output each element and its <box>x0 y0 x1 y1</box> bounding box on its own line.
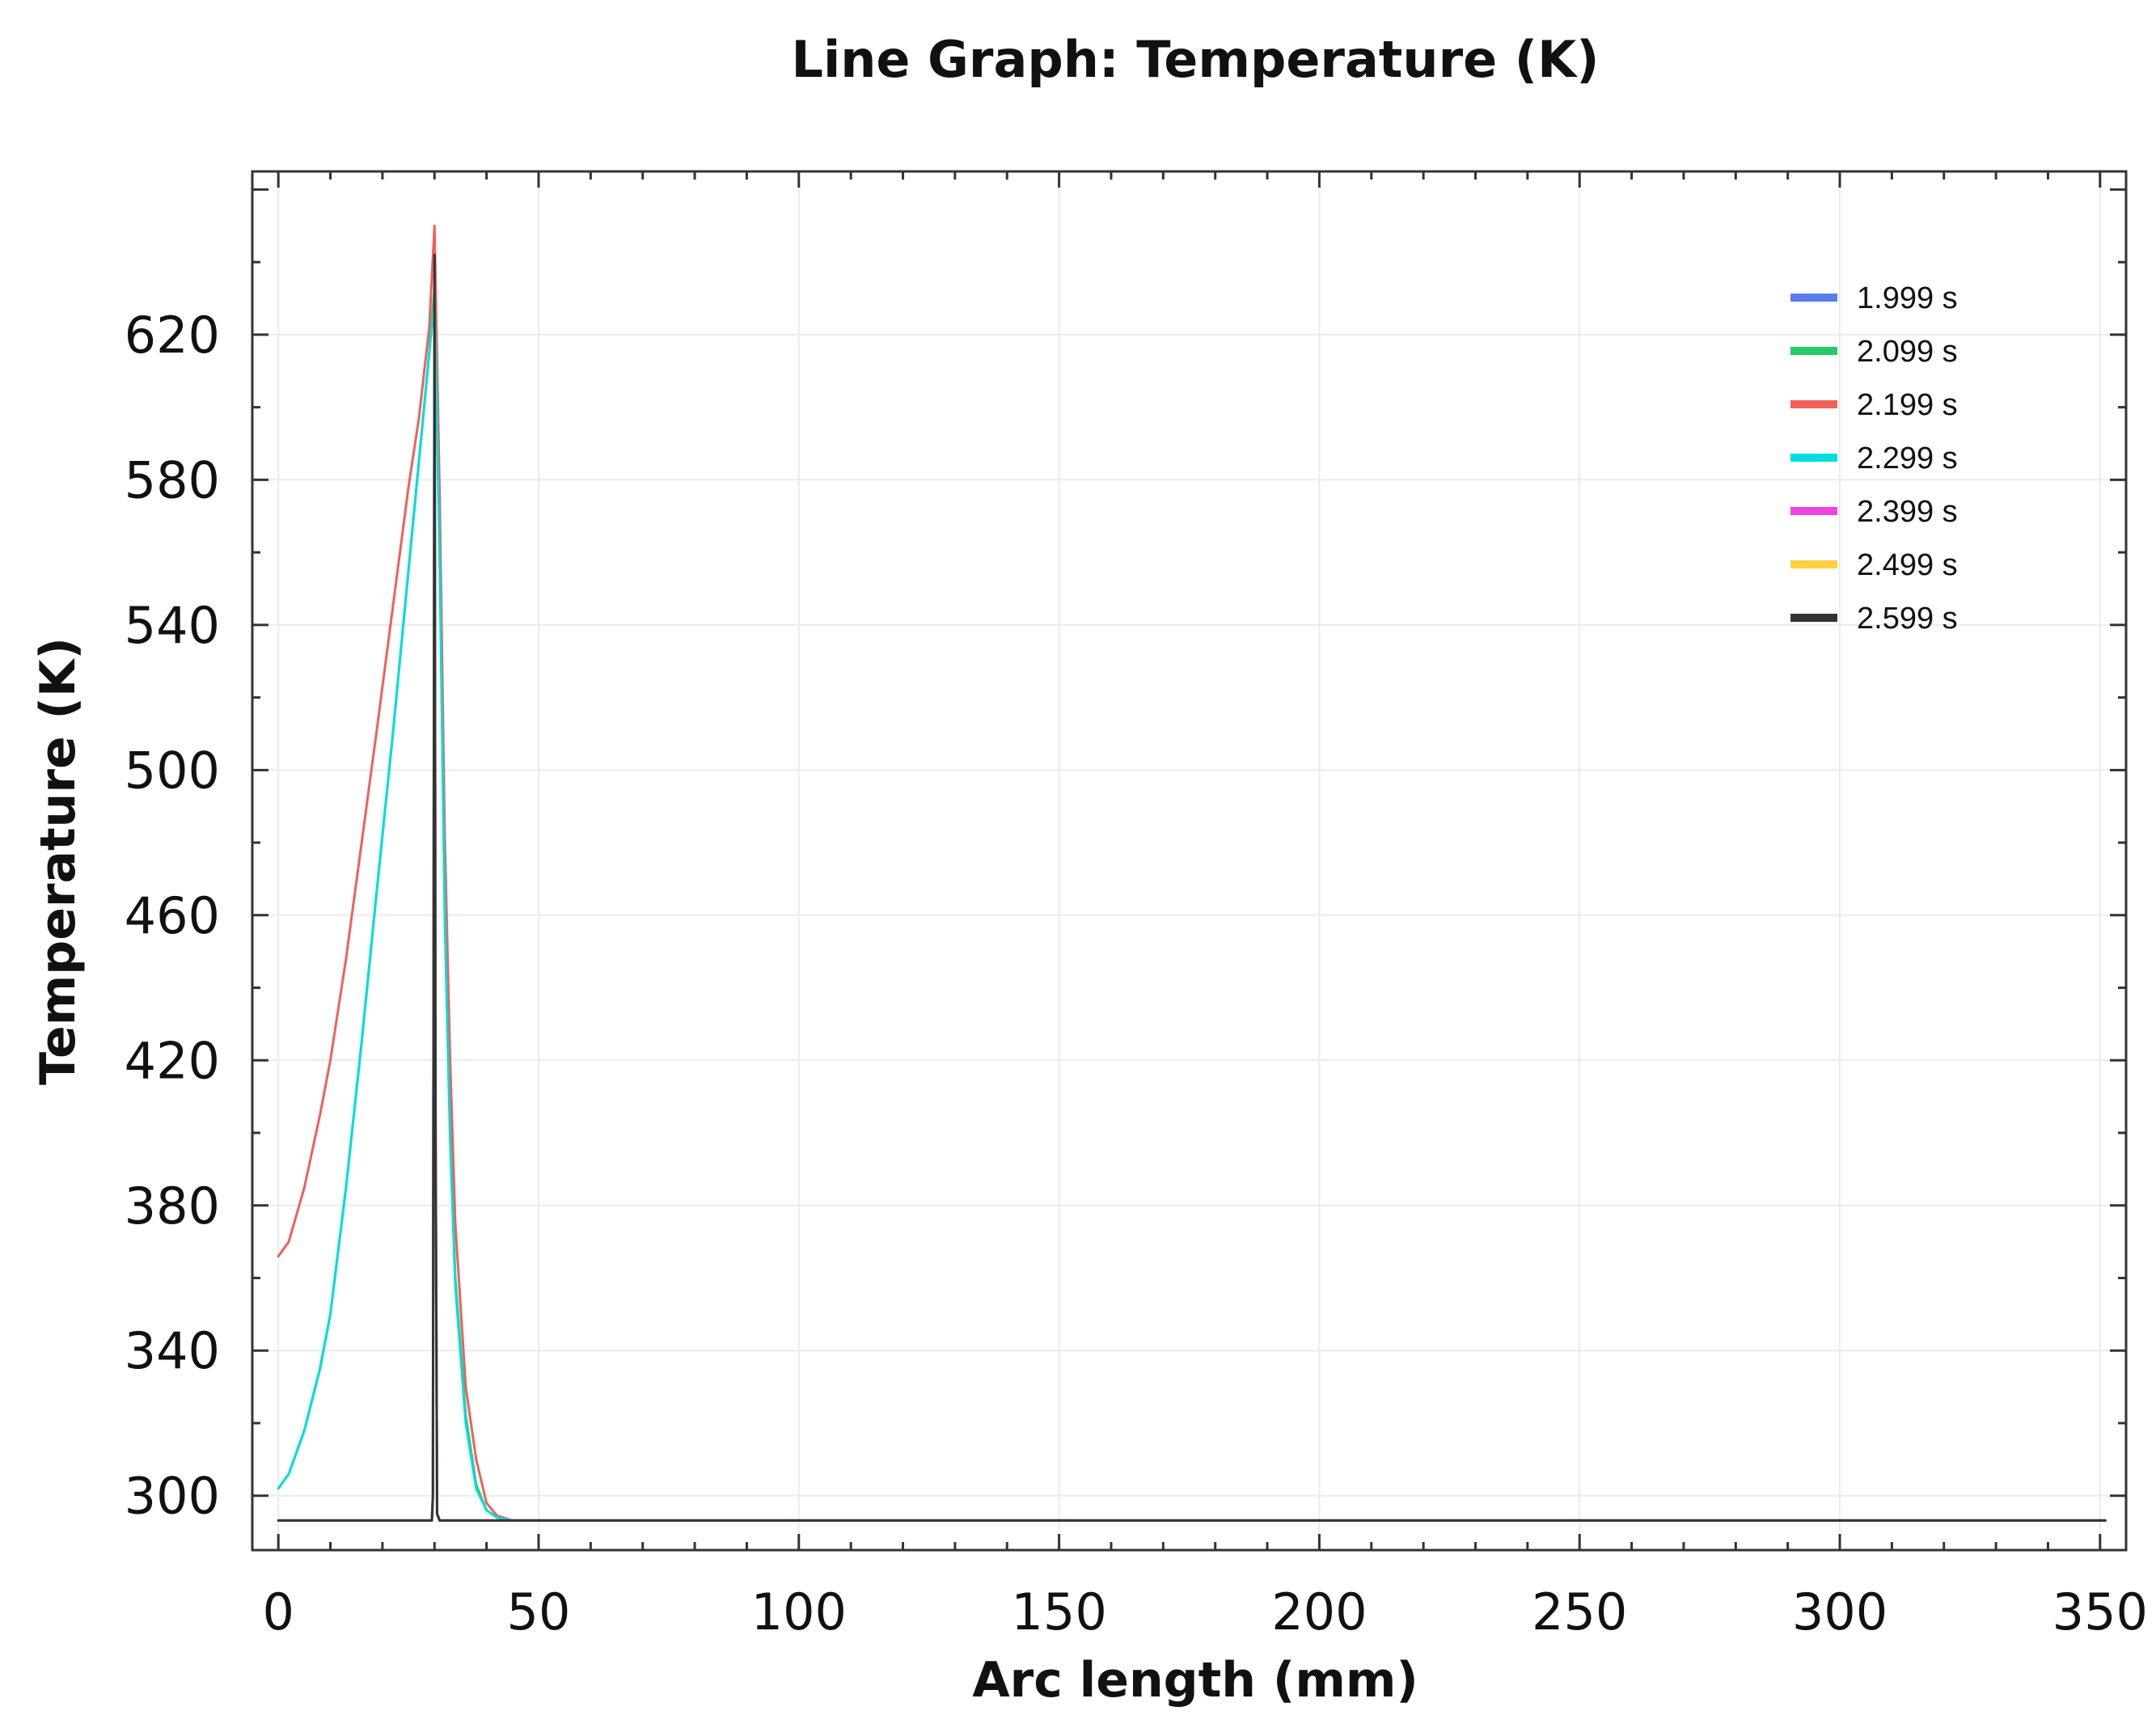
legend-label: 2.599 s <box>1857 602 1958 636</box>
legend-label: 2.299 s <box>1857 442 1958 475</box>
y-tick-label: 420 <box>125 1031 220 1090</box>
series-line-4 <box>277 297 2107 1522</box>
x-tick-labels: 0 50 100 150 200 250 300 350 <box>262 1582 2148 1641</box>
grid-layer <box>252 171 2126 1550</box>
chart-title: Line Graph: Temperature (K) <box>792 30 1600 89</box>
x-tick-label: 300 <box>1792 1582 1888 1641</box>
x-tick-label: 50 <box>507 1582 571 1641</box>
legend-label: 1.999 s <box>1857 281 1958 315</box>
x-tick-label: 200 <box>1271 1582 1367 1641</box>
y-tick-label: 300 <box>125 1467 220 1526</box>
x-tick-label: 350 <box>2052 1582 2148 1641</box>
y-tick-label: 380 <box>125 1177 220 1236</box>
y-tick-label: 620 <box>125 306 220 365</box>
y-axis-label: Temperature (K) <box>30 637 87 1085</box>
legend-label: 2.499 s <box>1857 548 1958 582</box>
legend-swatch <box>1790 294 1837 302</box>
y-tick-label: 540 <box>125 596 220 655</box>
tick-layer <box>252 171 2126 1550</box>
x-tick-label: 150 <box>1011 1582 1106 1641</box>
y-tick-labels: 300 340 380 420 460 500 540 580 620 <box>125 306 220 1526</box>
legend-label: 2.199 s <box>1857 388 1958 422</box>
x-tick-label: 0 <box>262 1582 294 1641</box>
legend-swatch <box>1790 400 1837 408</box>
legend-label: 2.399 s <box>1857 495 1958 529</box>
y-tick-label: 460 <box>125 886 220 945</box>
legend-swatch <box>1790 347 1837 355</box>
series-line-7 <box>277 253 2107 1522</box>
legend-swatch <box>1790 560 1837 568</box>
legend-swatch <box>1790 454 1837 462</box>
legend-swatch <box>1790 614 1837 622</box>
x-tick-label: 100 <box>751 1582 847 1641</box>
legend-label: 2.099 s <box>1857 335 1958 369</box>
y-tick-label: 340 <box>125 1321 220 1380</box>
legend: 1.999 s 2.099 s 2.199 s 2.299 s 2.399 s 2.499… <box>1790 281 1958 636</box>
legend-swatch <box>1790 507 1837 515</box>
series-line-3 <box>277 224 2107 1522</box>
x-tick-label: 250 <box>1532 1582 1627 1641</box>
x-axis-label: Arc length (mm) <box>972 1652 1418 1709</box>
y-tick-label: 580 <box>125 450 220 509</box>
series-layer <box>277 224 2107 1522</box>
plot-frame <box>251 170 2128 1552</box>
y-tick-label: 500 <box>125 741 220 800</box>
